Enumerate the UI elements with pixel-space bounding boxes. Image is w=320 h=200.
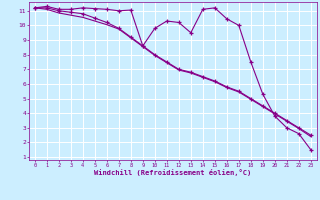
X-axis label: Windchill (Refroidissement éolien,°C): Windchill (Refroidissement éolien,°C): [94, 169, 252, 176]
